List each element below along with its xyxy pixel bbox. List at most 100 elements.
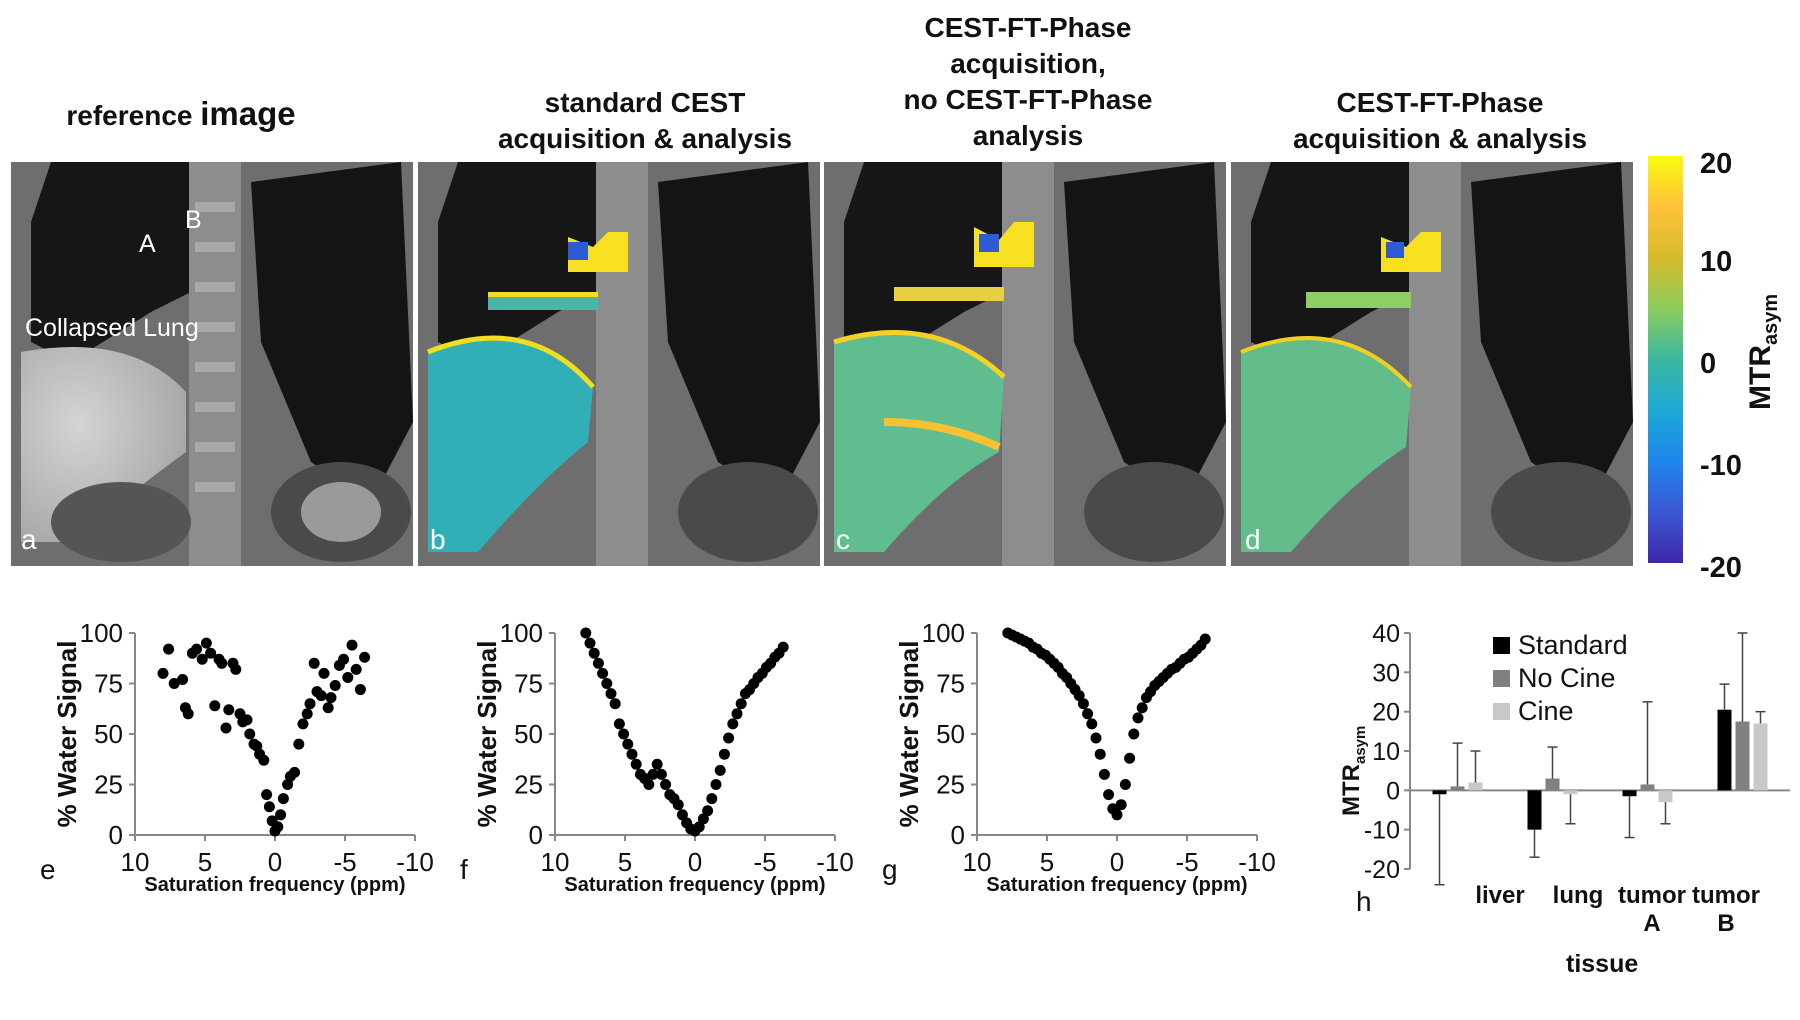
colorbar-tick: 20 <box>1700 148 1733 180</box>
bar-category-lung: lung <box>1552 882 1604 909</box>
colorbar-label: MTRasym <box>1744 293 1782 410</box>
cest-map-ft-phase <box>1231 162 1633 566</box>
data-point <box>584 637 596 649</box>
data-point <box>308 657 320 669</box>
data-point <box>220 722 232 734</box>
image-panel-b: b <box>418 162 820 566</box>
data-point <box>1119 779 1131 790</box>
data-point <box>209 700 221 712</box>
x-tick-label: 0 <box>688 847 702 877</box>
bar-standard <box>1622 790 1637 797</box>
data-point <box>676 809 688 821</box>
bar-xlabel: tissue <box>1566 950 1639 978</box>
bar-no-cine <box>1735 721 1750 791</box>
data-point <box>304 698 316 710</box>
data-point <box>258 754 270 766</box>
data-point <box>647 768 659 780</box>
data-point <box>718 748 730 760</box>
bar-category-tumor-b: tumor B <box>1692 882 1760 937</box>
data-point <box>630 758 642 770</box>
bar-standard <box>1432 790 1447 795</box>
data-point <box>618 728 630 740</box>
image-panel-a: A B Collapsed Lung a <box>11 162 413 566</box>
data-point <box>651 758 663 770</box>
panel-label-e: e <box>40 854 56 885</box>
y-axis-label: % Water Signal <box>472 641 502 828</box>
cest-map-standard <box>418 162 820 566</box>
y-axis-label: % Water Signal <box>894 641 924 828</box>
y-tick-label: 75 <box>94 669 123 699</box>
data-point <box>693 821 705 833</box>
y-tick-label: 100 <box>80 620 123 648</box>
x-axis-label: Saturation frequency (ppm) <box>564 874 825 896</box>
bar-panel-label: h <box>1356 886 1372 917</box>
panel-label-g: g <box>882 854 898 885</box>
data-point <box>723 732 735 744</box>
data-point <box>289 766 301 778</box>
y-tick-label: 0 <box>1386 777 1400 805</box>
data-point <box>592 657 604 669</box>
data-point <box>1094 748 1106 760</box>
data-point <box>643 779 655 790</box>
y-tick-label: 20 <box>1372 699 1400 727</box>
data-point <box>731 708 743 720</box>
y-tick-label: 75 <box>514 669 543 699</box>
y-tick-label: 25 <box>514 770 543 800</box>
data-point <box>605 688 617 700</box>
panel-label-b: b <box>430 524 446 555</box>
data-point <box>1132 712 1144 724</box>
x-tick-label: 5 <box>618 847 632 877</box>
x-tick-label: -10 <box>1238 847 1276 877</box>
title-reference: reference image <box>66 95 296 132</box>
panel-label-c: c <box>836 524 850 555</box>
y-tick-label: 25 <box>936 770 965 800</box>
bar-no-cine <box>1545 778 1560 791</box>
annotation-tumor-a: A <box>139 230 156 258</box>
y-tick-label: -20 <box>1364 856 1400 884</box>
data-point <box>1111 809 1123 821</box>
data-point <box>1124 752 1136 764</box>
x-axis-label: Saturation frequency (ppm) <box>144 874 405 896</box>
data-point <box>655 768 667 780</box>
y-tick-label: 100 <box>922 620 965 648</box>
data-point <box>580 627 592 639</box>
data-point <box>697 813 709 825</box>
data-point <box>163 643 175 655</box>
y-tick-label: 50 <box>94 719 123 749</box>
data-point <box>200 637 212 649</box>
data-point <box>293 738 305 750</box>
x-tick-label: 10 <box>541 847 570 877</box>
data-point <box>322 702 334 714</box>
data-point <box>182 708 194 720</box>
title-standard-cest: standard CEST acquisition & analysis <box>497 87 793 154</box>
y-tick-label: 30 <box>1372 659 1400 687</box>
y-tick-label: 40 <box>1372 620 1400 648</box>
bar-chart-h: 40 30 20 10 0 -10 -20 <box>1364 620 1790 886</box>
data-point <box>588 647 600 659</box>
x-tick-label: -5 <box>753 847 776 877</box>
legend-no-cine: No Cine <box>1493 663 1616 694</box>
colorbar-tick: 10 <box>1700 246 1733 278</box>
data-point <box>196 653 208 665</box>
x-tick-label: 0 <box>1110 847 1124 877</box>
data-point <box>714 764 726 776</box>
data-point <box>601 678 613 689</box>
data-point <box>230 663 242 675</box>
bar-standard <box>1527 790 1542 830</box>
data-point <box>1199 633 1211 645</box>
x-axis-label: Saturation frequency (ppm) <box>986 874 1247 896</box>
x-tick-label: 0 <box>268 847 282 877</box>
y-tick-label: 0 <box>109 820 123 850</box>
x-tick-label: -5 <box>333 847 356 877</box>
data-point <box>205 647 217 659</box>
data-point <box>735 698 747 710</box>
data-point <box>244 728 256 740</box>
data-point <box>350 663 362 675</box>
data-point <box>272 821 284 833</box>
y-tick-label: -10 <box>1364 817 1400 845</box>
data-point <box>702 805 714 817</box>
data-point <box>597 667 609 679</box>
